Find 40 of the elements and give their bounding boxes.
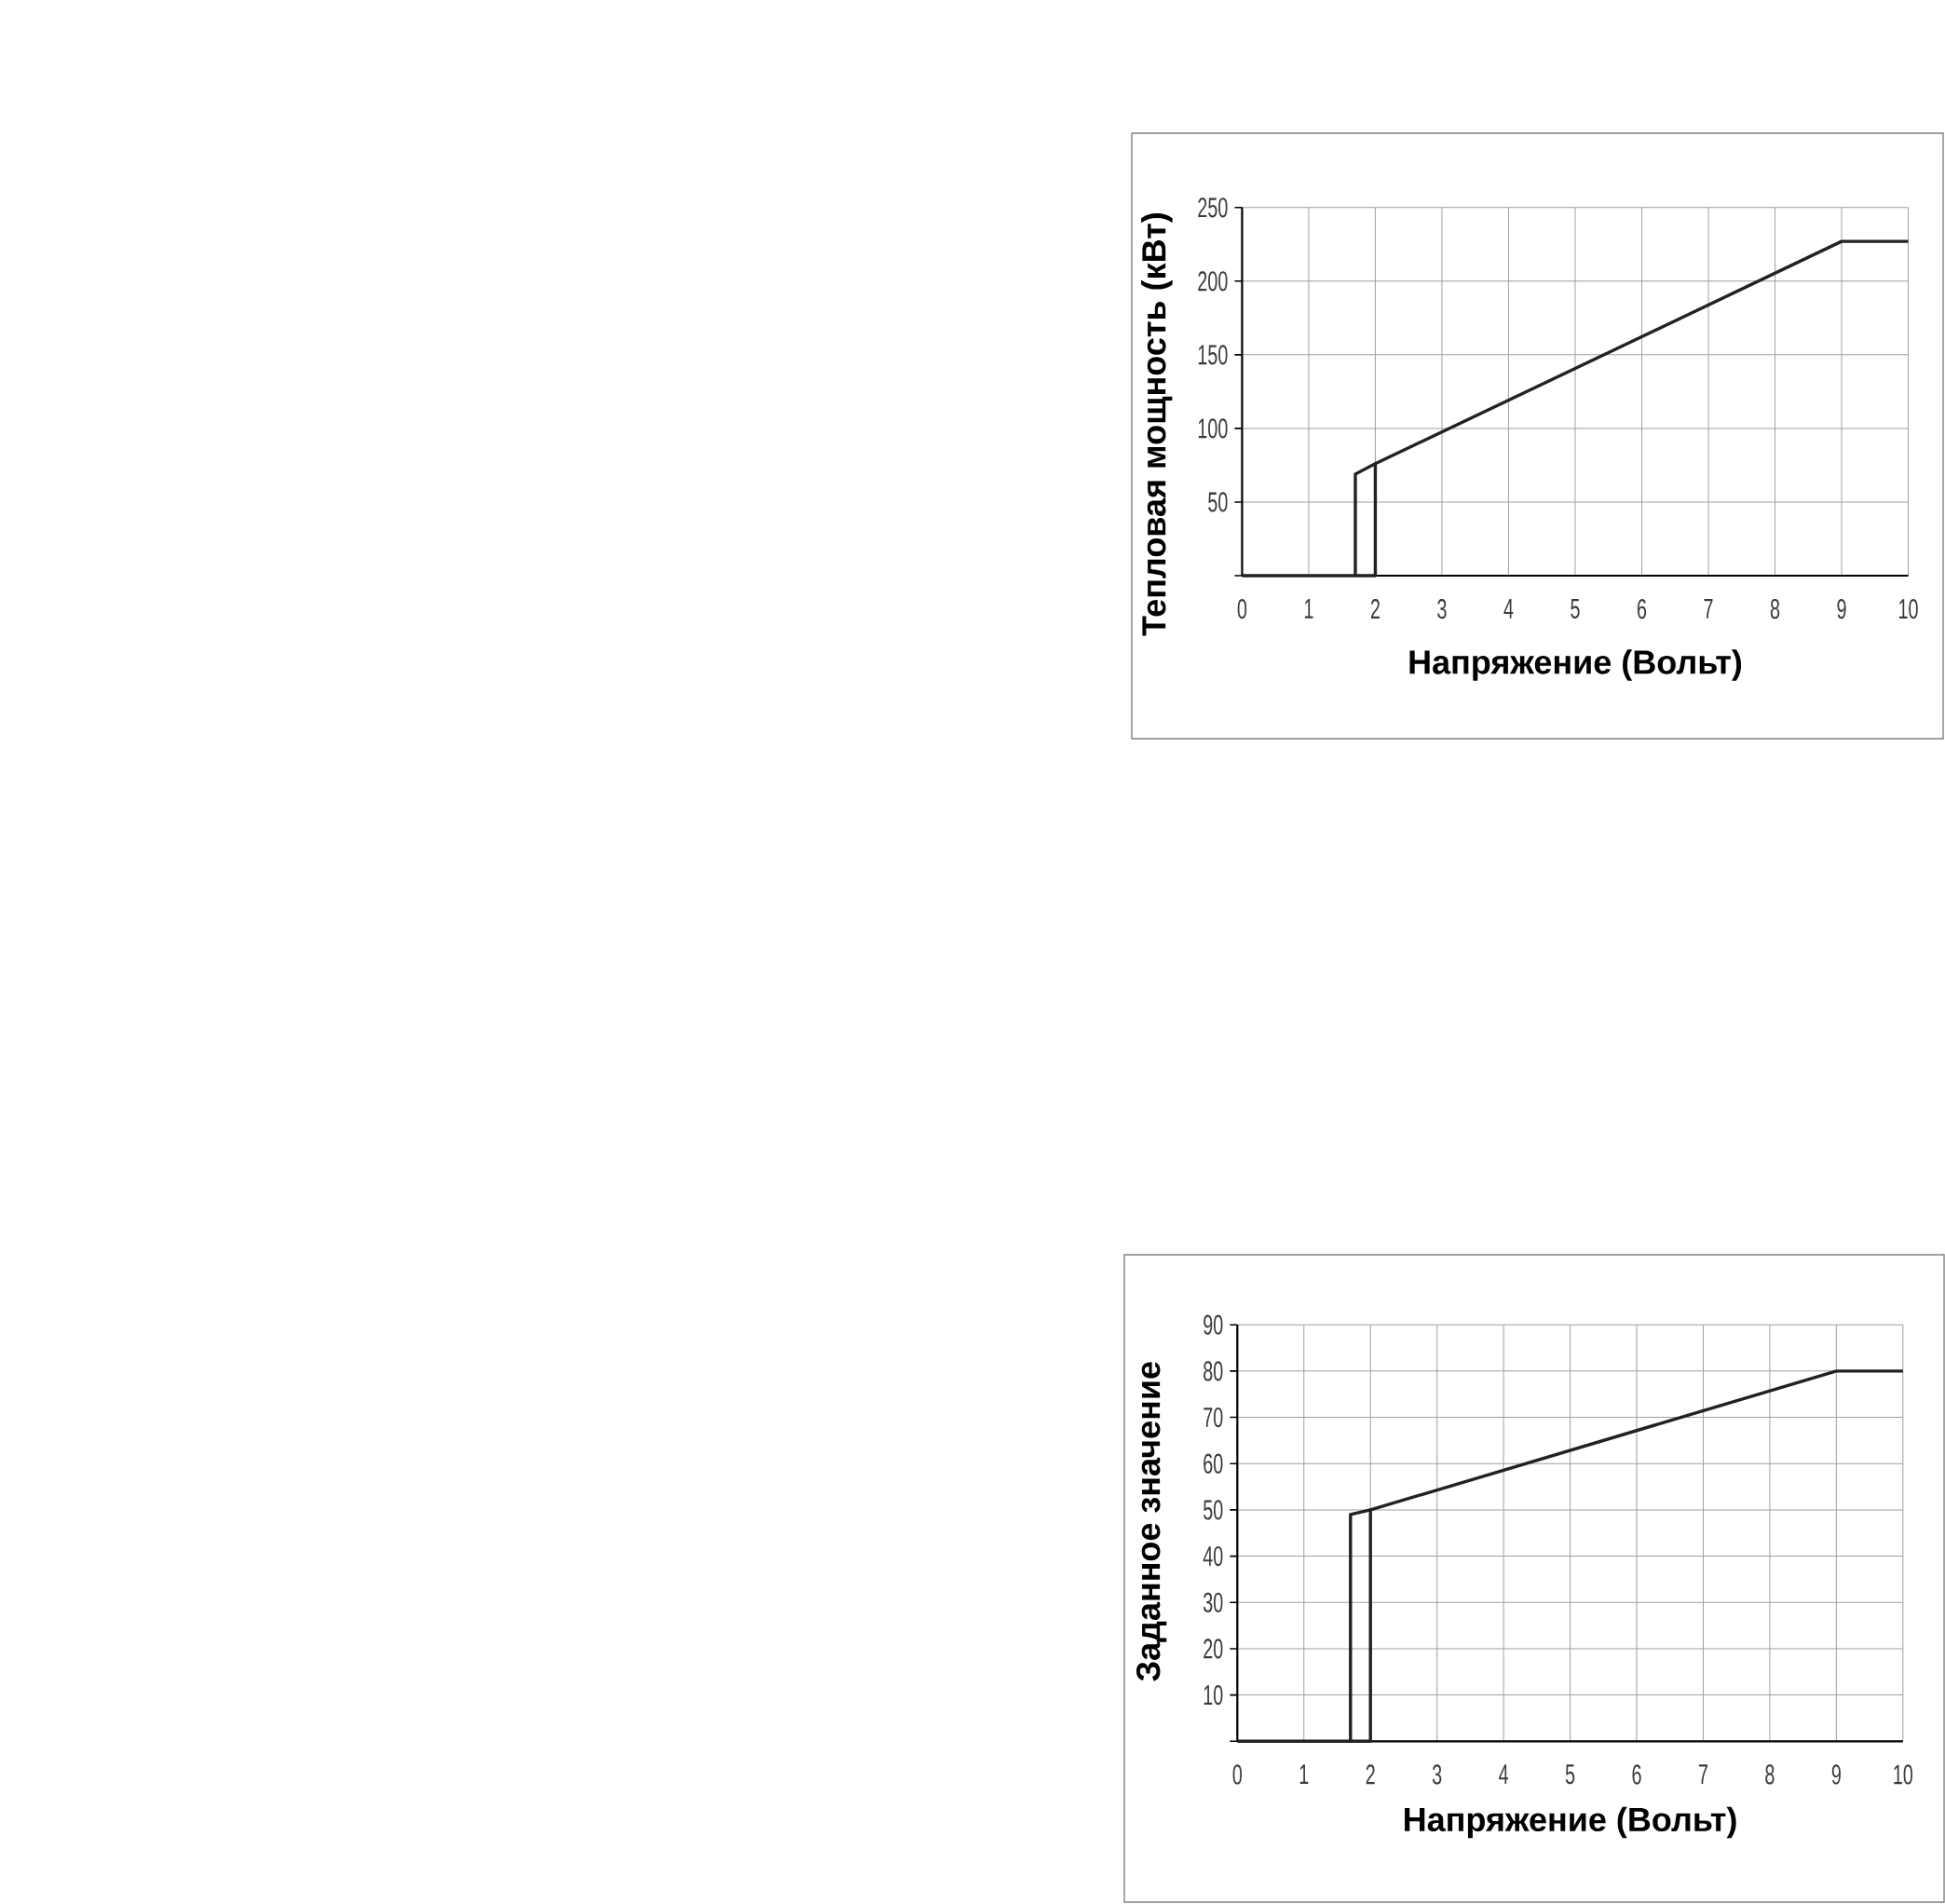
x-tick-label: 9 — [1831, 1764, 1841, 1785]
y-tick-label: 70 — [1204, 1407, 1223, 1428]
y-tick-label: 150 — [1198, 345, 1228, 365]
x-tick-label: 1 — [1304, 599, 1313, 619]
y-tick-label: 10 — [1204, 1684, 1223, 1706]
x-tick-label: 9 — [1837, 599, 1846, 619]
x-tick-label: 7 — [1704, 599, 1713, 619]
y-tick-label: 50 — [1208, 492, 1228, 512]
x-tick-label: 4 — [1503, 599, 1514, 619]
y-tick-label: 20 — [1204, 1639, 1223, 1659]
y-tick-label: 30 — [1203, 1592, 1223, 1612]
y-tick-label: 90 — [1204, 1314, 1223, 1335]
y-tick-label: 80 — [1204, 1361, 1223, 1381]
x-axis-title: Напряжение (Вольт) — [1409, 649, 1742, 681]
x-axis-title: Напряжение (Вольт) — [1405, 1806, 1736, 1839]
y-tick-label: 250 — [1198, 197, 1228, 218]
x-tick-label: 2 — [1370, 599, 1380, 619]
y-axis-title: Тепловая мощность (кВт) — [1141, 213, 1173, 636]
x-tick-label: 10 — [1894, 1764, 1913, 1785]
y-tick-label: 50 — [1204, 1500, 1223, 1520]
x-tick-label: 3 — [1432, 1764, 1442, 1785]
x-tick-label: 7 — [1698, 1764, 1707, 1784]
x-tick-label: 5 — [1565, 1764, 1575, 1785]
x-tick-label: 4 — [1499, 1764, 1509, 1784]
y-tick-label: 40 — [1203, 1545, 1223, 1567]
x-tick-label: 10 — [1899, 599, 1918, 619]
x-tick-label: 6 — [1632, 1764, 1641, 1785]
x-tick-label: 2 — [1366, 1764, 1375, 1785]
x-tick-label: 6 — [1637, 599, 1647, 619]
x-tick-label: 3 — [1437, 599, 1447, 619]
x-tick-label: 5 — [1571, 599, 1580, 619]
x-tick-label: 0 — [1237, 599, 1247, 619]
x-tick-label: 8 — [1765, 1764, 1775, 1785]
x-tick-label: 1 — [1299, 1764, 1309, 1784]
x-tick-label: 0 — [1232, 1764, 1243, 1785]
x-tick-label: 8 — [1770, 599, 1780, 619]
y-axis-title: Заданное значение — [1136, 1362, 1167, 1681]
y-tick-label: 200 — [1198, 271, 1228, 292]
y-tick-label: 100 — [1198, 418, 1228, 439]
y-tick-label: 60 — [1204, 1453, 1223, 1474]
